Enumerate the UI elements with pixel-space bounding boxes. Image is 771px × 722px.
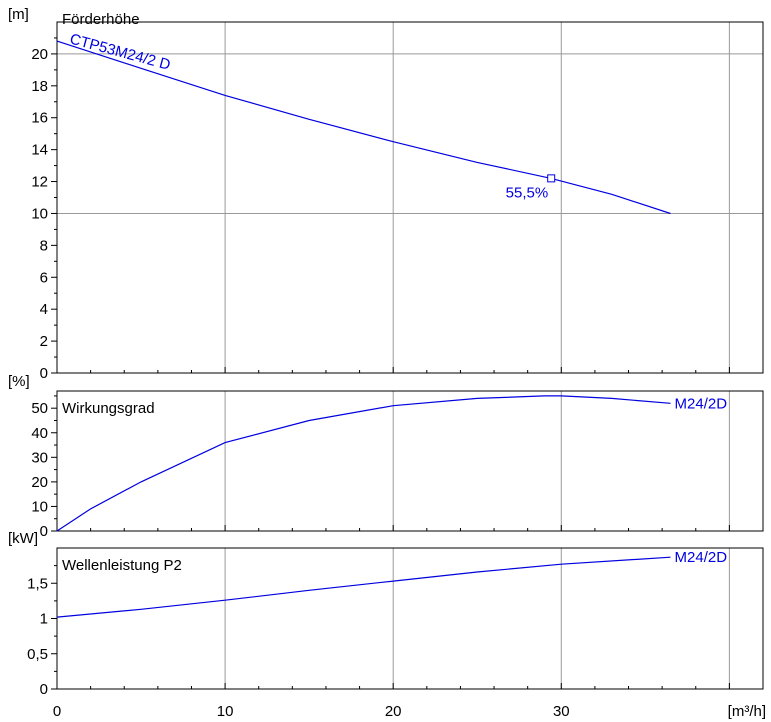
- y-tick-label: 10: [31, 498, 48, 515]
- y-tick-label: 6: [40, 269, 48, 286]
- x-tick-label: 30: [553, 703, 570, 720]
- y-tick-label: 0: [40, 365, 48, 382]
- plot-frame: [56, 390, 764, 532]
- y-tick-label: 4: [40, 301, 48, 318]
- y-tick-label: 0: [40, 681, 48, 698]
- efficiency-annotation: 55,5%: [506, 184, 549, 201]
- plot-area: [57, 548, 763, 689]
- panel-title: Wellenleistung P2: [62, 557, 182, 574]
- plot-area: [57, 391, 763, 531]
- y-tick-label: 20: [31, 474, 48, 491]
- series-label: M24/2D: [675, 395, 728, 412]
- panel-title: Wirkungsgrad: [62, 400, 155, 417]
- series-line: [56, 40, 671, 215]
- x-tick-label: 20: [385, 703, 402, 720]
- y-unit-label: [%]: [8, 373, 30, 390]
- y-tick-label: 0: [40, 523, 48, 540]
- y-tick-label: 14: [31, 142, 48, 159]
- x-unit-label: [m³/h]: [728, 703, 766, 720]
- y-tick-label: 10: [31, 205, 48, 222]
- panel-title: Förderhöhe: [62, 11, 140, 28]
- y-tick-label: 50: [31, 400, 48, 417]
- y-tick-label: 1,5: [27, 575, 48, 592]
- y-tick-label: 30: [31, 449, 48, 466]
- y-tick-label: 40: [31, 425, 48, 442]
- y-tick-label: 2: [40, 333, 48, 350]
- x-tick-label: 0: [53, 703, 61, 720]
- y-tick-label: 18: [31, 78, 48, 95]
- y-tick-label: 0,5: [27, 646, 48, 663]
- plot-area: [57, 22, 763, 373]
- y-tick-label: 20: [31, 46, 48, 63]
- y-tick-label: 1: [40, 611, 48, 628]
- y-unit-label: [m]: [8, 6, 29, 23]
- series-label: M24/2D: [675, 549, 728, 566]
- operating-point-marker: [547, 174, 556, 183]
- y-unit-label: [kW]: [8, 530, 38, 547]
- series-line: [56, 395, 671, 532]
- x-tick-label: 10: [217, 703, 234, 720]
- y-tick-label: 12: [31, 174, 48, 191]
- y-tick-label: 8: [40, 237, 48, 254]
- series-line: [56, 556, 671, 618]
- y-tick-label: 16: [31, 110, 48, 127]
